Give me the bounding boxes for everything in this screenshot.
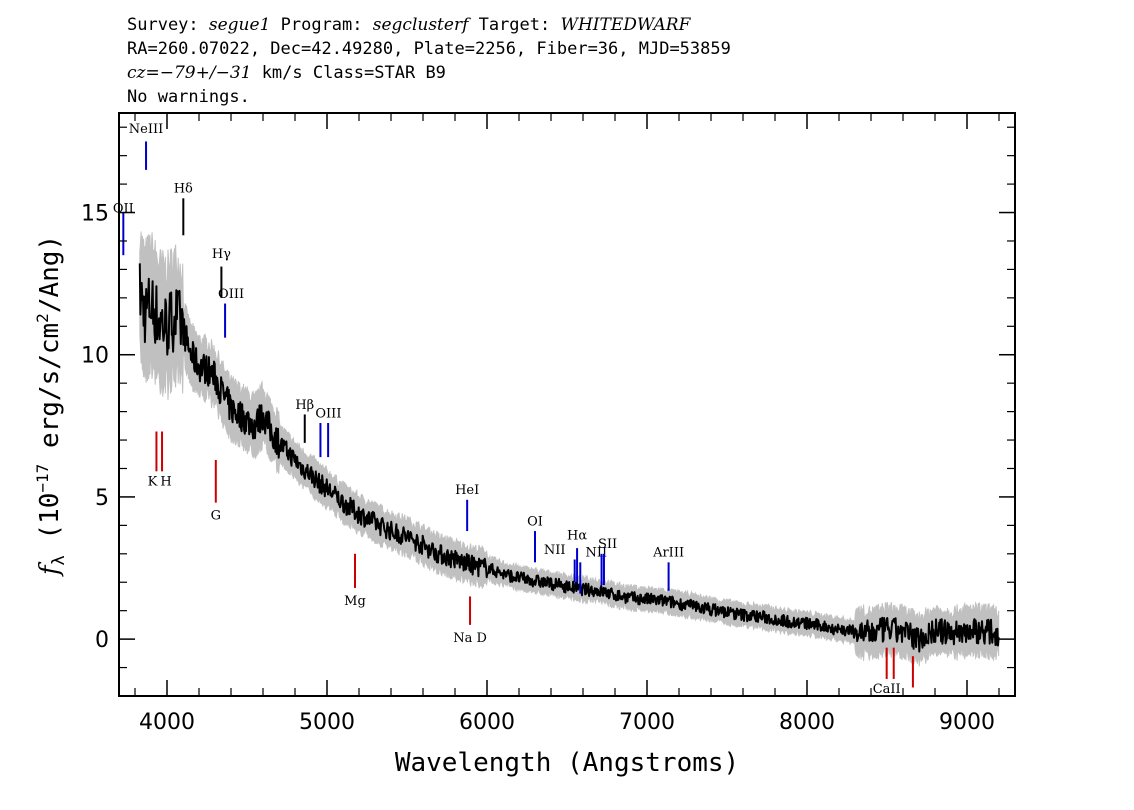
class-text: km/s Class=STAR B9 xyxy=(251,63,446,83)
line-label-19: Mg xyxy=(344,594,366,609)
x-tick-label-1: 5000 xyxy=(299,710,355,735)
target-value: WHITEDWARF xyxy=(560,15,691,35)
error-band xyxy=(139,231,1000,667)
redshift-value: cz=−79+/−31 xyxy=(127,63,252,83)
y-tick-label-1: 5 xyxy=(95,486,109,511)
survey-label: Survey: xyxy=(127,15,209,35)
line-label-3: Hγ xyxy=(212,247,231,262)
line-label-13: SII xyxy=(598,537,617,552)
flux-line xyxy=(138,263,1000,653)
header-line-1: Survey: segue1 Program: segclusterf Targ… xyxy=(127,17,690,34)
y-tick-label-3: 15 xyxy=(81,202,109,227)
line-label-6: OIII xyxy=(315,406,341,421)
error-band-area xyxy=(139,231,1000,667)
survey-value: segue1 xyxy=(208,15,271,35)
line-label-2: Hδ xyxy=(174,182,193,197)
axis-ticks: 4000 5000 6000 7000 8000 9000 0 5 10 15 xyxy=(81,113,1015,735)
line-label-10: NII xyxy=(544,543,566,558)
x-tick-label-0: 4000 xyxy=(139,710,195,735)
x-tick-label-2: 6000 xyxy=(459,710,515,735)
line-label-18: G xyxy=(211,509,221,524)
line-label-21: CaII xyxy=(873,682,901,697)
x-tick-label-3: 7000 xyxy=(619,710,675,735)
line-label-20: Na D xyxy=(453,631,487,646)
line-label-1: NeIII xyxy=(129,122,163,137)
line-label-0: OII xyxy=(113,202,134,217)
y-tick-label-0: 0 xyxy=(95,628,109,653)
header-line-3: cz=−79+/−31 km/s Class=STAR B9 xyxy=(127,65,446,82)
line-label-17: H xyxy=(160,475,171,490)
line-label-5: Hβ xyxy=(295,398,314,413)
line-label-16: K xyxy=(148,475,158,490)
flux-series xyxy=(138,263,1000,653)
plot-frame xyxy=(118,112,1016,697)
header-line-2: RA=260.07022, Dec=42.49280, Plate=2256, … xyxy=(127,39,731,59)
line-label-15: ArIII xyxy=(652,546,684,561)
program-label: Program: xyxy=(270,15,373,35)
target-label: Target: xyxy=(468,15,561,35)
header-line-4: No warnings. xyxy=(127,87,250,107)
line-label-11: Hα xyxy=(567,529,587,544)
spectral-line-markers: OIINeIIIHδHγOIIIHβOIIIHeIOINIIHαNIISIIAr… xyxy=(113,122,914,697)
line-label-9: OI xyxy=(527,514,543,529)
y-axis-title: fλ (10−17 erg/s/cm2/Ang) xyxy=(33,235,69,577)
line-label-4: OIII xyxy=(218,287,244,302)
x-tick-label-4: 8000 xyxy=(779,710,835,735)
program-value: segclusterf xyxy=(372,15,469,35)
line-label-8: HeI xyxy=(455,483,479,498)
y-tick-label-2: 10 xyxy=(81,344,109,369)
x-axis-title: Wavelength (Angstroms) xyxy=(395,748,739,778)
x-tick-label-5: 9000 xyxy=(939,710,995,735)
